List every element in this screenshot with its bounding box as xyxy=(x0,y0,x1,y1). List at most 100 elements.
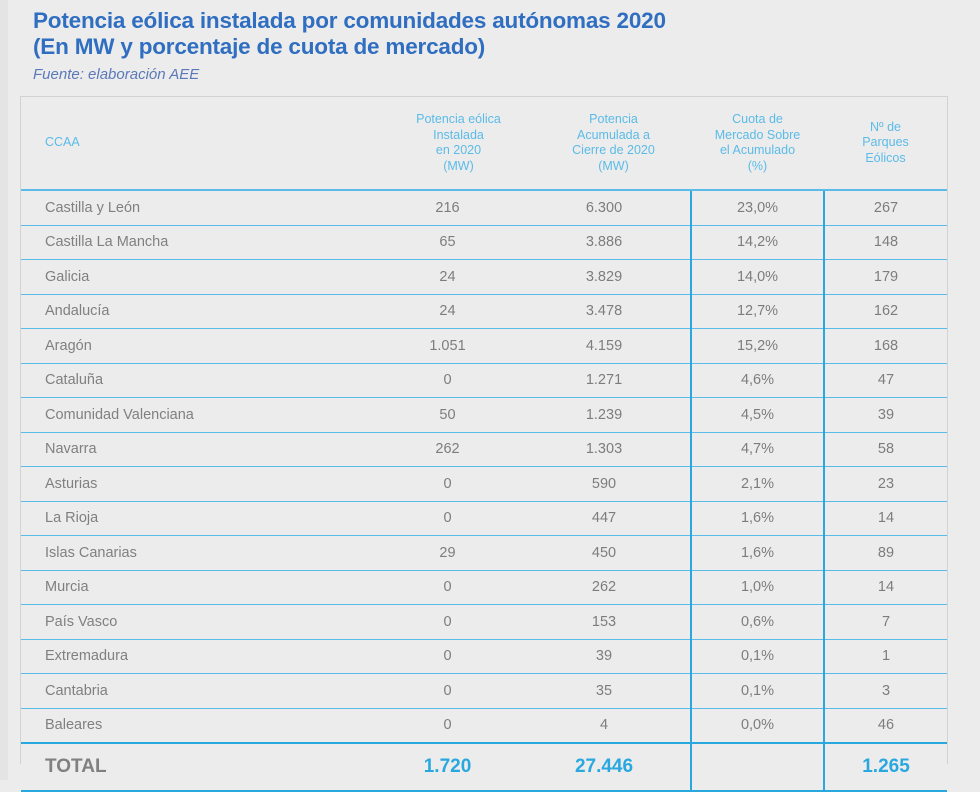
table-row: Cataluña 0 1.271 4,6% 47 xyxy=(21,363,947,398)
cell-cuota: 14,2% xyxy=(690,225,824,260)
cell-acumulada: 6.300 xyxy=(536,190,691,226)
cell-cuota: 4,7% xyxy=(690,432,824,467)
cell-ccaa: Asturias xyxy=(21,466,381,502)
table-row: Baleares 0 4 0,0% 46 xyxy=(21,708,947,744)
cell-acumulada: 1.239 xyxy=(536,397,691,433)
cell-instalada: 1.051 xyxy=(381,328,536,364)
cell-ccaa: Comunidad Valenciana xyxy=(21,397,381,433)
page-source-note: Fuente: elaboración AEE xyxy=(33,66,200,83)
cell-instalada: 0 xyxy=(381,363,536,398)
table-row: Castilla y León 216 6.300 23,0% 267 xyxy=(21,190,947,226)
column-header-acumulada: Potencia Acumulada a Cierre de 2020 (MW) xyxy=(536,97,691,191)
table-row: Extremadura 0 39 0,1% 1 xyxy=(21,639,947,674)
cell-ccaa: Murcia xyxy=(21,570,381,605)
table-row: Murcia 0 262 1,0% 14 xyxy=(21,570,947,605)
cell-cuota: 4,6% xyxy=(690,363,824,398)
cell-acumulada: 4 xyxy=(536,708,691,744)
cell-acumulada: 4.159 xyxy=(536,328,691,364)
cell-acumulada: 447 xyxy=(536,501,691,536)
cell-parques: 58 xyxy=(823,432,947,467)
total-parques: 1.265 xyxy=(823,742,947,792)
table-total-row: TOTAL 1.720 27.446 1.265 xyxy=(21,742,947,792)
total-instalada: 1.720 xyxy=(381,742,536,792)
column-header-parques-line-3: Eólicos xyxy=(865,150,906,165)
cell-acumulada: 1.271 xyxy=(536,363,691,398)
cell-parques: 47 xyxy=(823,363,947,398)
cell-ccaa: Baleares xyxy=(21,708,381,744)
cell-instalada: 0 xyxy=(381,673,536,709)
total-label: TOTAL xyxy=(21,742,381,792)
cell-instalada: 0 xyxy=(381,639,536,674)
total-acumulada: 27.446 xyxy=(536,742,691,792)
page-title-line-2: (En MW y porcentaje de cuota de mercado) xyxy=(33,34,486,59)
column-header-parques: Nº de Parques Eólicos xyxy=(824,97,947,191)
table-row: La Rioja 0 447 1,6% 14 xyxy=(21,501,947,536)
document-heading: Potencia eólica instalada por comunidade… xyxy=(33,8,933,84)
cell-cuota: 0,0% xyxy=(690,708,824,744)
cell-acumulada: 3.886 xyxy=(536,225,691,260)
column-header-parques-line-2: Parques xyxy=(862,135,909,150)
cell-cuota: 1,6% xyxy=(690,535,824,571)
table-row: Navarra 262 1.303 4,7% 58 xyxy=(21,432,947,467)
cell-ccaa: Galicia xyxy=(21,259,381,295)
column-header-instalada: Potencia eólica Instalada en 2020 (MW) xyxy=(381,97,536,191)
cell-parques: 148 xyxy=(823,225,947,260)
cell-ccaa: Andalucía xyxy=(21,294,381,329)
table-body: Castilla y León 216 6.300 23,0% 267 Castilla … xyxy=(21,190,947,792)
column-header-acumulada-line-4: (MW) xyxy=(598,158,629,173)
cell-parques: 168 xyxy=(823,328,947,364)
cell-acumulada: 3.829 xyxy=(536,259,691,295)
cell-cuota: 23,0% xyxy=(690,190,824,226)
cell-instalada: 50 xyxy=(381,397,536,433)
column-header-parques-line-1: Nº de xyxy=(870,119,901,134)
cell-acumulada: 450 xyxy=(536,535,691,571)
table-row: Islas Canarias 29 450 1,6% 89 xyxy=(21,535,947,571)
page-left-margin-strip xyxy=(0,0,8,780)
cell-instalada: 65 xyxy=(381,225,536,260)
cell-instalada: 29 xyxy=(381,535,536,571)
cell-cuota: 0,1% xyxy=(690,639,824,674)
column-header-acumulada-line-3: Cierre de 2020 xyxy=(572,143,655,157)
cell-instalada: 24 xyxy=(381,259,536,295)
column-header-instalada-line-1: Potencia eólica xyxy=(416,112,501,126)
cell-ccaa: La Rioja xyxy=(21,501,381,536)
cell-instalada: 0 xyxy=(381,501,536,536)
cell-instalada: 0 xyxy=(381,604,536,640)
cell-cuota: 1,0% xyxy=(690,570,824,605)
column-header-ccaa: CCAA xyxy=(21,97,381,191)
cell-ccaa: Castilla La Mancha xyxy=(21,225,381,260)
column-header-cuota-line-1: Cuota de xyxy=(732,112,783,126)
cell-cuota: 14,0% xyxy=(690,259,824,295)
table-row: Castilla La Mancha 65 3.886 14,2% 148 xyxy=(21,225,947,260)
cell-parques: 179 xyxy=(823,259,947,295)
column-header-ccaa-label: CCAA xyxy=(45,135,80,150)
total-cuota xyxy=(690,742,824,792)
wind-power-table: CCAA Potencia eólica Instalada en 2020 (… xyxy=(21,97,947,792)
cell-instalada: 0 xyxy=(381,466,536,502)
cell-parques: 14 xyxy=(823,501,947,536)
cell-ccaa: Extremadura xyxy=(21,639,381,674)
cell-cuota: 4,5% xyxy=(690,397,824,433)
table-header: CCAA Potencia eólica Instalada en 2020 (… xyxy=(21,97,947,191)
cell-cuota: 2,1% xyxy=(690,466,824,502)
cell-instalada: 0 xyxy=(381,708,536,744)
cell-instalada: 262 xyxy=(381,432,536,467)
column-header-instalada-line-4: (MW) xyxy=(443,158,474,173)
cell-acumulada: 153 xyxy=(536,604,691,640)
cell-instalada: 24 xyxy=(381,294,536,329)
cell-ccaa: Cantabria xyxy=(21,673,381,709)
cell-acumulada: 39 xyxy=(536,639,691,674)
column-header-instalada-line-2: Instalada xyxy=(433,127,484,142)
table-row: Galicia 24 3.829 14,0% 179 xyxy=(21,259,947,295)
cell-ccaa: País Vasco xyxy=(21,604,381,640)
cell-ccaa: Aragón xyxy=(21,328,381,364)
cell-acumulada: 1.303 xyxy=(536,432,691,467)
column-header-acumulada-line-2: Acumulada a xyxy=(577,127,650,142)
cell-parques: 89 xyxy=(823,535,947,571)
cell-ccaa: Islas Canarias xyxy=(21,535,381,571)
cell-parques: 3 xyxy=(823,673,947,709)
column-header-instalada-line-3: en 2020 xyxy=(435,143,482,157)
cell-cuota: 0,1% xyxy=(690,673,824,709)
cell-ccaa: Castilla y León xyxy=(21,190,381,226)
cell-acumulada: 35 xyxy=(536,673,691,709)
